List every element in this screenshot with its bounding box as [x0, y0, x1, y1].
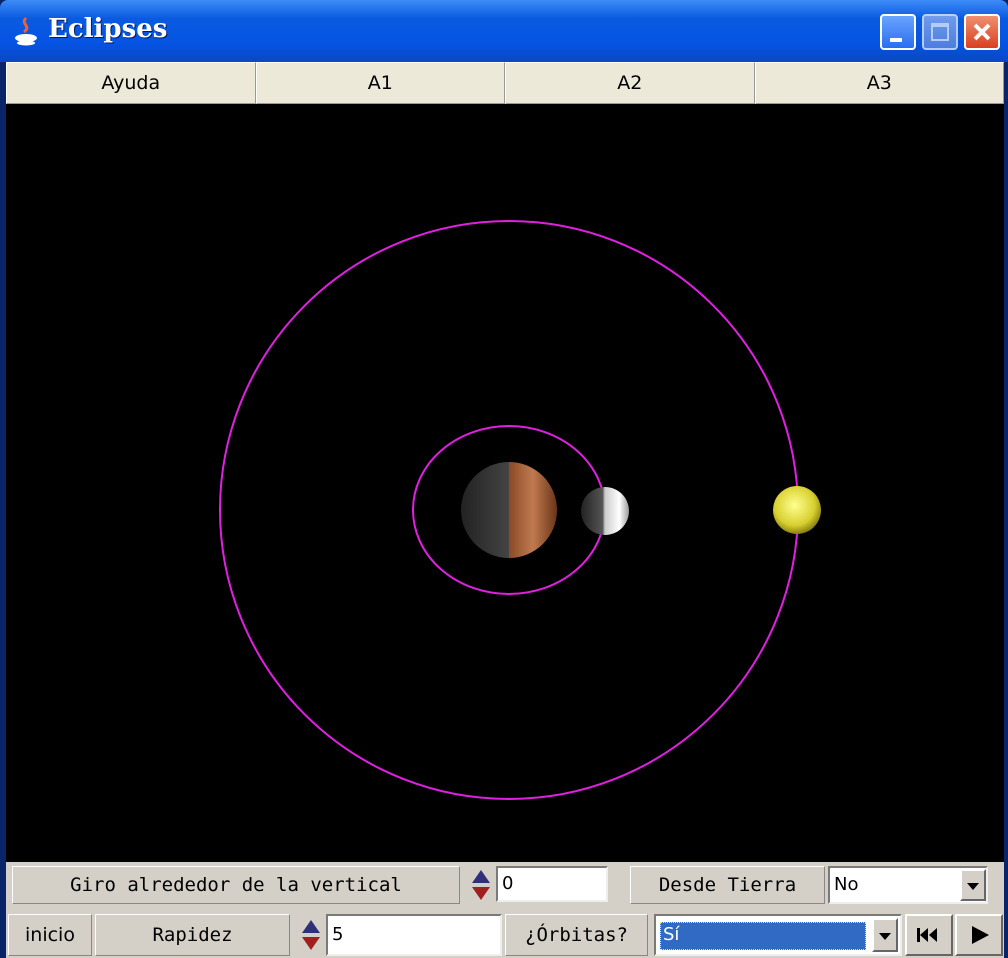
- orbits-value: Sí: [660, 922, 866, 950]
- tab-bar: Ayuda A1 A2 A3: [6, 62, 1004, 104]
- window-title: Eclipses: [48, 14, 168, 44]
- speed-label: Rapidez: [95, 914, 290, 956]
- tab[interactable]: A3: [754, 62, 1004, 104]
- sun: [773, 486, 821, 534]
- orbits-dropdown[interactable]: [872, 918, 898, 952]
- close-button[interactable]: [964, 14, 1000, 50]
- play-button[interactable]: [955, 914, 1003, 956]
- view-label: Desde Tierra: [630, 866, 825, 904]
- speed-field[interactable]: 5: [326, 914, 502, 956]
- tab[interactable]: Ayuda: [6, 62, 256, 104]
- earth: [461, 462, 557, 558]
- maximize-button: [922, 14, 958, 50]
- title-bar: Eclipses: [0, 0, 1008, 62]
- view-dropdown[interactable]: [960, 869, 986, 901]
- rewind-button[interactable]: [905, 914, 953, 956]
- java-icon: [15, 16, 37, 46]
- rotation-label: Giro alrededor de la vertical: [12, 866, 460, 904]
- rotation-field[interactable]: 0: [496, 866, 608, 902]
- orbits-label: ¿Órbitas?: [505, 914, 648, 956]
- tab[interactable]: A2: [505, 62, 755, 104]
- tab[interactable]: A1: [255, 62, 505, 104]
- orbits-select[interactable]: Sí: [654, 914, 902, 956]
- minimize-button[interactable]: [880, 14, 916, 50]
- control-panel: Giro alrededor de la vertical 0 Desde Ti…: [6, 862, 1004, 958]
- simulation-canvas: [6, 104, 1004, 862]
- rotation-spinner[interactable]: [470, 868, 492, 902]
- moon: [581, 487, 629, 535]
- reset-button[interactable]: inicio: [8, 914, 92, 956]
- speed-spinner[interactable]: [300, 918, 322, 952]
